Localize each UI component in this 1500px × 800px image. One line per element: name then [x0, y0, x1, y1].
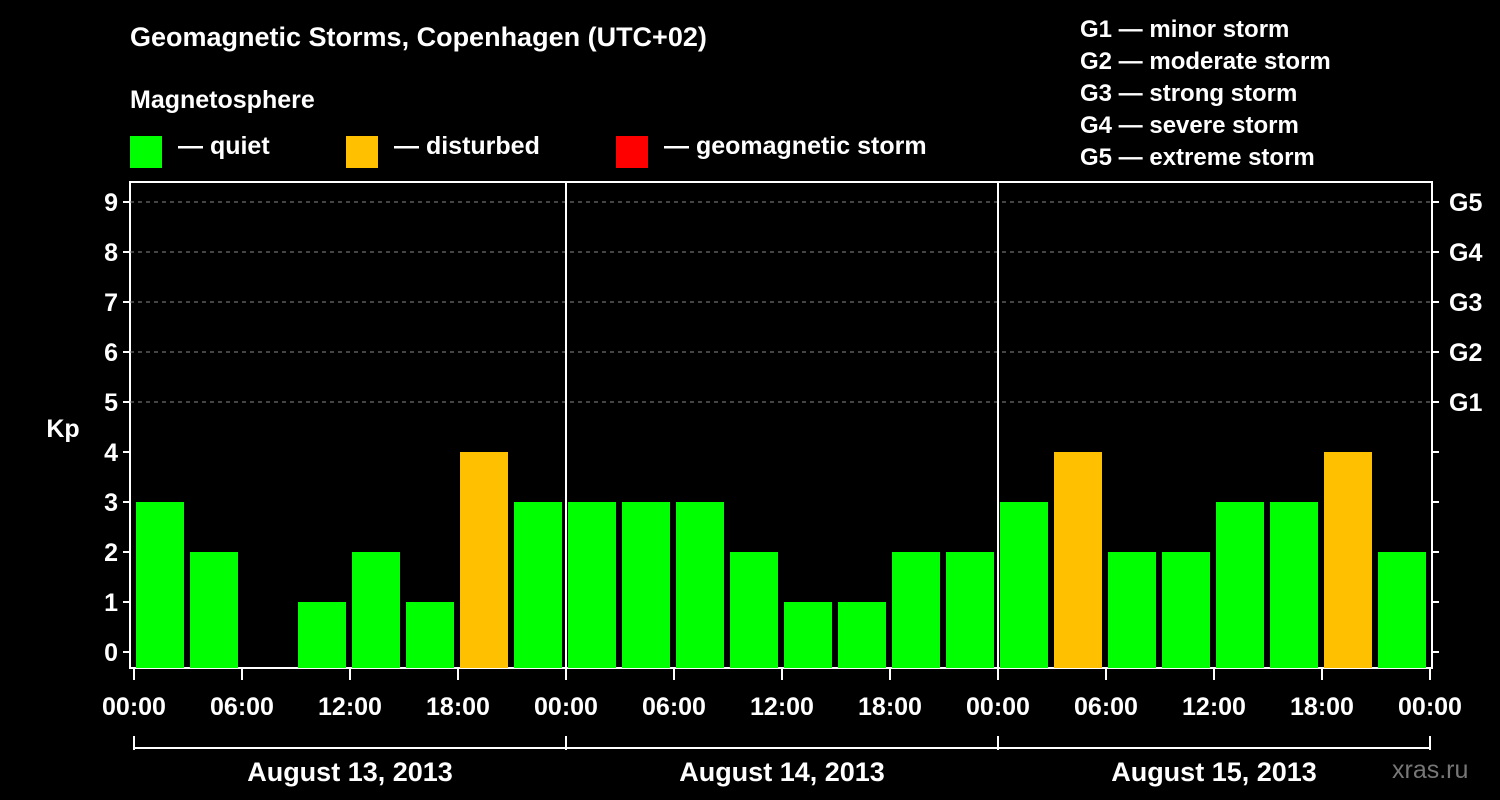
legend-swatch-quiet — [130, 136, 162, 168]
y-axis-label: Kp — [46, 415, 79, 443]
day-label: August 13, 2013 — [247, 757, 453, 787]
y-tick-label: 1 — [104, 589, 118, 617]
x-tick-label: 18:00 — [1290, 693, 1354, 721]
y-tick-label: 6 — [104, 339, 118, 367]
kp-bar — [460, 452, 508, 668]
kp-bar — [1162, 552, 1210, 668]
x-tick-label: 12:00 — [318, 693, 382, 721]
kp-bar — [946, 552, 994, 668]
x-tick-label: 00:00 — [966, 693, 1030, 721]
x-tick-label: 06:00 — [1074, 693, 1138, 721]
storm-scale-g1: G1 — minor storm — [1080, 16, 1290, 43]
kp-bar — [352, 552, 400, 668]
chart-subtitle: Magnetosphere — [130, 86, 315, 114]
kp-bar — [568, 502, 616, 668]
kp-bar — [730, 552, 778, 668]
storm-scale-list: G1 — minor storm G2 — moderate storm G3 … — [1080, 14, 1331, 174]
x-tick-label: 00:00 — [102, 693, 166, 721]
g-level-label: G5 — [1449, 189, 1482, 217]
x-tick-label: 12:00 — [1182, 693, 1246, 721]
g-level-label: G1 — [1449, 389, 1482, 417]
kp-bar — [1108, 552, 1156, 668]
kp-bar — [136, 502, 184, 668]
chart-title: Geomagnetic Storms, Copenhagen (UTC+02) — [130, 22, 707, 52]
g-level-label: G2 — [1449, 339, 1482, 367]
g-level-label: G4 — [1449, 239, 1482, 267]
g-level-label: G3 — [1449, 289, 1482, 317]
kp-bar — [784, 602, 832, 668]
kp-bar — [1270, 502, 1318, 668]
kp-bar — [406, 602, 454, 668]
y-tick-label: 7 — [104, 289, 118, 317]
kp-bar — [514, 502, 562, 668]
legend-swatch-storm — [616, 136, 648, 168]
legend-label-storm: — geomagnetic storm — [664, 132, 927, 160]
kp-bar — [1324, 452, 1372, 668]
storm-scale-g5: G5 — extreme storm — [1080, 144, 1315, 171]
y-tick-label: 2 — [104, 539, 118, 567]
x-tick-label: 00:00 — [534, 693, 598, 721]
day-label: August 15, 2013 — [1111, 757, 1317, 787]
x-tick-label: 18:00 — [858, 693, 922, 721]
y-tick-label: 0 — [104, 639, 118, 667]
y-tick-label: 9 — [104, 189, 118, 217]
kp-bar — [1216, 502, 1264, 668]
kp-bar — [1054, 452, 1102, 668]
y-tick-label: 3 — [104, 489, 118, 517]
kp-bar — [1000, 502, 1048, 668]
day-label: August 14, 2013 — [679, 757, 885, 787]
storm-scale-g2: G2 — moderate storm — [1080, 48, 1331, 75]
kp-bar — [838, 602, 886, 668]
storm-scale-g3: G3 — strong storm — [1080, 80, 1298, 107]
legend-label-disturbed: — disturbed — [394, 132, 540, 160]
kp-bar — [190, 552, 238, 668]
y-tick-label: 8 — [104, 239, 118, 267]
kp-bar — [1378, 552, 1426, 668]
legend-swatch-disturbed — [346, 136, 378, 168]
kp-bar — [892, 552, 940, 668]
y-tick-label: 5 — [104, 389, 118, 417]
x-tick-label: 00:00 — [1398, 693, 1462, 721]
x-tick-label: 06:00 — [210, 693, 274, 721]
y-tick-label: 4 — [104, 439, 118, 467]
storm-scale-g4: G4 — severe storm — [1080, 112, 1299, 139]
x-tick-label: 06:00 — [642, 693, 706, 721]
x-tick-label: 12:00 — [750, 693, 814, 721]
x-tick-label: 18:00 — [426, 693, 490, 721]
kp-bar — [622, 502, 670, 668]
watermark: xras.ru — [1392, 756, 1469, 784]
kp-bar — [676, 502, 724, 668]
kp-bar — [298, 602, 346, 668]
legend-label-quiet: — quiet — [178, 132, 270, 160]
